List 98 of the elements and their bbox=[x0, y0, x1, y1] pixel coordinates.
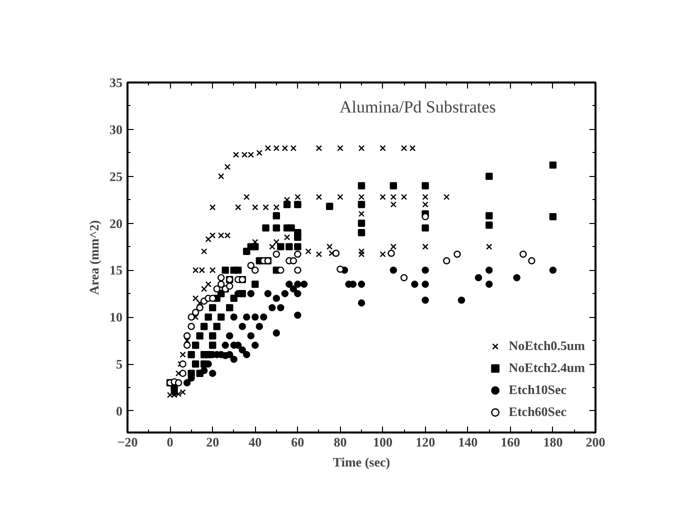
y-axis-title: Area (mm^2) bbox=[86, 220, 102, 295]
y-tick-label: 20 bbox=[110, 216, 122, 231]
x-tick-label: 200 bbox=[586, 434, 606, 450]
point bbox=[277, 266, 284, 274]
point bbox=[183, 342, 191, 349]
y-tick-label: 10 bbox=[110, 310, 122, 325]
point bbox=[183, 379, 191, 386]
point bbox=[192, 308, 200, 316]
point bbox=[252, 266, 259, 274]
point bbox=[256, 322, 263, 330]
point bbox=[238, 322, 246, 330]
point bbox=[454, 250, 461, 258]
x-tick-label: 0 bbox=[166, 434, 174, 450]
point bbox=[226, 351, 234, 358]
point bbox=[520, 250, 527, 258]
point bbox=[458, 296, 466, 304]
point bbox=[390, 266, 398, 274]
point bbox=[252, 342, 259, 349]
point bbox=[411, 280, 418, 288]
point bbox=[294, 312, 302, 319]
legend-label: Etch10Sec bbox=[508, 382, 567, 398]
point bbox=[400, 274, 408, 282]
point bbox=[230, 313, 238, 321]
point bbox=[222, 342, 229, 349]
point bbox=[252, 313, 259, 321]
x-tick-label: 120 bbox=[416, 434, 436, 450]
point bbox=[247, 290, 254, 298]
point bbox=[294, 290, 302, 298]
x-tick-label: 140 bbox=[458, 434, 478, 450]
point bbox=[422, 296, 429, 304]
x-tick-label: 20 bbox=[206, 434, 220, 450]
point bbox=[272, 329, 280, 337]
point bbox=[290, 257, 298, 264]
point bbox=[272, 250, 280, 258]
point bbox=[474, 274, 482, 282]
x-tick-label: 180 bbox=[543, 434, 563, 450]
point bbox=[174, 379, 182, 386]
point bbox=[388, 250, 395, 257]
point bbox=[294, 250, 302, 258]
point bbox=[272, 294, 280, 302]
point bbox=[226, 332, 234, 340]
point bbox=[300, 280, 308, 288]
point bbox=[247, 332, 254, 340]
point bbox=[188, 313, 195, 321]
y-tick-label: 35 bbox=[110, 75, 123, 90]
point bbox=[513, 274, 520, 282]
x-tick-label: −20 bbox=[117, 434, 138, 450]
point bbox=[213, 285, 220, 293]
x-tick-label: 60 bbox=[291, 434, 304, 450]
point bbox=[422, 213, 429, 220]
y-tick-label: 5 bbox=[116, 356, 123, 372]
point bbox=[281, 290, 289, 298]
point bbox=[179, 360, 186, 368]
point bbox=[183, 332, 191, 340]
point bbox=[268, 304, 276, 312]
x-axis-title: Time (sec) bbox=[332, 454, 390, 470]
point bbox=[336, 266, 344, 273]
x-tick-label: 100 bbox=[373, 434, 393, 450]
point bbox=[264, 290, 272, 298]
point bbox=[294, 280, 302, 288]
point bbox=[218, 274, 225, 282]
point bbox=[277, 304, 284, 312]
point bbox=[179, 370, 186, 377]
point bbox=[218, 280, 225, 288]
point bbox=[442, 257, 450, 264]
point bbox=[260, 313, 268, 321]
point bbox=[294, 266, 302, 274]
point bbox=[238, 346, 246, 354]
legend-label: NoEtch0.5um bbox=[508, 338, 585, 354]
point bbox=[243, 313, 250, 321]
point bbox=[358, 299, 366, 307]
x-tick-label: 80 bbox=[334, 434, 347, 450]
point bbox=[422, 280, 429, 288]
point bbox=[243, 351, 250, 358]
point bbox=[247, 262, 254, 270]
point bbox=[226, 282, 234, 290]
point bbox=[200, 366, 208, 374]
point bbox=[230, 356, 238, 363]
y-tick-label: 30 bbox=[110, 122, 122, 137]
x-tick-label: 40 bbox=[248, 434, 262, 450]
y-tick-label: 0 bbox=[116, 403, 122, 418]
x-tick-label: 160 bbox=[500, 434, 520, 450]
point bbox=[486, 280, 493, 288]
point bbox=[290, 285, 298, 293]
point bbox=[332, 250, 340, 257]
y-tick-label: 25 bbox=[110, 168, 123, 184]
text: Alumina/Pd Substrates bbox=[340, 98, 496, 116]
point bbox=[208, 370, 216, 377]
point bbox=[358, 280, 366, 288]
legend-label: Etch60Sec bbox=[508, 404, 567, 420]
point bbox=[196, 304, 204, 312]
legend-label: NoEtch2.4um bbox=[508, 360, 585, 376]
point bbox=[422, 266, 429, 274]
point bbox=[286, 280, 293, 288]
y-tick-label: 15 bbox=[110, 262, 123, 278]
point bbox=[486, 266, 493, 274]
point bbox=[528, 257, 536, 264]
point bbox=[549, 266, 557, 274]
